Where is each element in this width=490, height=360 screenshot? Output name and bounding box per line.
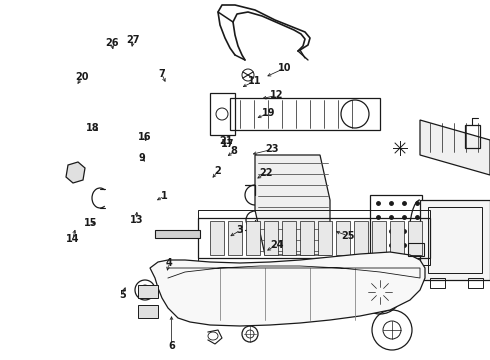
Polygon shape bbox=[408, 221, 422, 255]
Text: 7: 7 bbox=[158, 69, 165, 79]
Polygon shape bbox=[210, 221, 224, 255]
Polygon shape bbox=[390, 221, 404, 255]
Text: 12: 12 bbox=[270, 90, 284, 100]
Polygon shape bbox=[155, 230, 200, 238]
Text: 5: 5 bbox=[119, 290, 126, 300]
Bar bbox=[442, 223, 448, 229]
Text: 22: 22 bbox=[259, 168, 273, 178]
Bar bbox=[466, 223, 472, 229]
Text: 6: 6 bbox=[168, 341, 175, 351]
Text: 11: 11 bbox=[248, 76, 262, 86]
Text: 21: 21 bbox=[220, 136, 233, 147]
Polygon shape bbox=[282, 221, 296, 255]
Text: 25: 25 bbox=[341, 231, 355, 241]
Bar bbox=[454, 210, 460, 216]
Polygon shape bbox=[300, 221, 314, 255]
Bar bbox=[454, 223, 460, 229]
Bar bbox=[430, 262, 436, 268]
Text: 20: 20 bbox=[75, 72, 89, 82]
Text: 8: 8 bbox=[231, 146, 238, 156]
Polygon shape bbox=[228, 221, 242, 255]
Text: 17: 17 bbox=[221, 139, 235, 149]
Bar bbox=[466, 210, 472, 216]
Bar bbox=[454, 249, 460, 255]
Bar bbox=[466, 236, 472, 242]
Polygon shape bbox=[336, 221, 350, 255]
Bar bbox=[454, 236, 460, 242]
Polygon shape bbox=[354, 221, 368, 255]
Bar bbox=[454, 262, 460, 268]
Text: 27: 27 bbox=[126, 35, 140, 45]
Text: 3: 3 bbox=[237, 225, 244, 235]
Bar bbox=[442, 210, 448, 216]
Text: 23: 23 bbox=[265, 144, 279, 154]
Polygon shape bbox=[138, 305, 158, 318]
Polygon shape bbox=[246, 221, 260, 255]
Polygon shape bbox=[264, 221, 278, 255]
Polygon shape bbox=[372, 221, 386, 255]
Text: 1: 1 bbox=[161, 191, 168, 201]
Bar bbox=[430, 249, 436, 255]
Text: 9: 9 bbox=[139, 153, 146, 163]
Bar bbox=[442, 262, 448, 268]
Text: 2: 2 bbox=[215, 166, 221, 176]
Bar bbox=[466, 249, 472, 255]
Text: 19: 19 bbox=[262, 108, 275, 118]
Text: 15: 15 bbox=[84, 218, 98, 228]
Polygon shape bbox=[318, 221, 332, 255]
Bar bbox=[442, 249, 448, 255]
Bar bbox=[430, 236, 436, 242]
Polygon shape bbox=[150, 252, 425, 326]
Bar bbox=[442, 236, 448, 242]
Text: 13: 13 bbox=[129, 215, 143, 225]
Text: 16: 16 bbox=[138, 132, 151, 142]
Text: 10: 10 bbox=[277, 63, 291, 73]
Bar bbox=[430, 210, 436, 216]
Text: 26: 26 bbox=[105, 38, 119, 48]
Polygon shape bbox=[420, 120, 490, 175]
Polygon shape bbox=[66, 162, 85, 183]
Text: 24: 24 bbox=[270, 240, 284, 250]
Bar bbox=[466, 262, 472, 268]
Polygon shape bbox=[255, 155, 330, 255]
Polygon shape bbox=[420, 200, 490, 280]
Bar bbox=[430, 223, 436, 229]
Text: 4: 4 bbox=[166, 258, 172, 268]
Text: 14: 14 bbox=[66, 234, 79, 244]
Text: 18: 18 bbox=[86, 123, 100, 133]
Polygon shape bbox=[138, 285, 158, 298]
